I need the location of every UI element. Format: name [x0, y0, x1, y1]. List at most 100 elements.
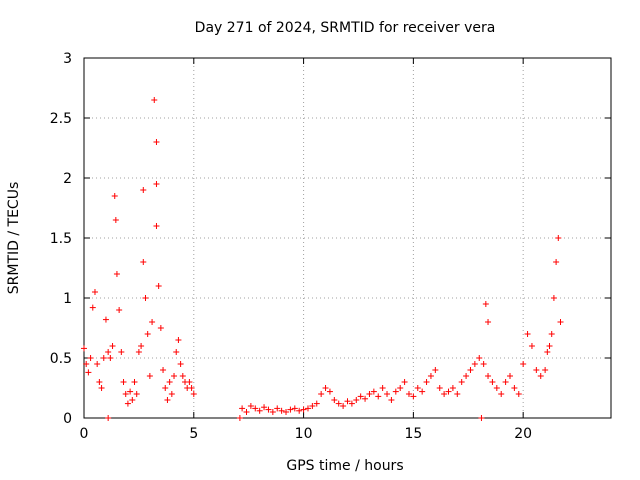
data-point [149, 319, 156, 325]
y-tick-label: 2 [63, 171, 72, 187]
data-point [542, 367, 549, 373]
data-point [98, 385, 105, 391]
x-tick-label: 10 [295, 426, 313, 442]
y-tick-label: 2.5 [50, 111, 72, 127]
data-point [318, 391, 325, 397]
data-point [445, 388, 452, 395]
x-tick-label: 5 [189, 426, 198, 442]
data-points [81, 97, 564, 421]
data-point [478, 415, 485, 421]
data-point [326, 388, 333, 395]
data-point [105, 349, 112, 355]
data-point [100, 355, 107, 361]
data-point [348, 400, 355, 407]
data-point [138, 343, 145, 349]
data-point [153, 181, 160, 187]
data-point [265, 406, 272, 413]
data-point [269, 409, 276, 415]
data-point [239, 405, 246, 412]
data-point [502, 379, 509, 385]
data-point [142, 295, 149, 301]
data-point [81, 345, 87, 352]
data-point [555, 235, 562, 241]
data-point [188, 385, 195, 391]
data-point [379, 385, 386, 391]
x-axis-label: GPS time / hours [286, 458, 403, 474]
data-point [118, 349, 125, 355]
data-point [151, 97, 158, 103]
data-point [553, 259, 560, 265]
y-tick-label: 0 [63, 411, 72, 427]
data-point [392, 388, 399, 395]
grid [84, 58, 611, 418]
data-point [236, 415, 243, 421]
data-point [331, 397, 338, 403]
data-point [157, 325, 164, 331]
data-point [515, 391, 522, 397]
data-point [190, 391, 197, 397]
data-point [449, 385, 456, 391]
data-point [96, 379, 103, 385]
data-point [83, 361, 90, 367]
data-point [384, 391, 391, 397]
data-point [91, 289, 98, 295]
data-point [113, 271, 120, 277]
chart-title: Day 271 of 2024, SRMTID for receiver ver… [195, 20, 496, 36]
data-point [423, 379, 430, 385]
data-point [87, 355, 94, 361]
data-point [366, 391, 373, 397]
data-point [353, 397, 360, 403]
data-point [397, 385, 404, 391]
data-point [436, 385, 443, 391]
data-point [344, 398, 351, 405]
data-point [153, 139, 160, 145]
data-point [261, 404, 268, 411]
data-point [102, 316, 109, 323]
data-point [179, 373, 186, 379]
data-point [476, 355, 483, 361]
data-point [243, 409, 250, 415]
data-point [322, 385, 329, 391]
data-point [458, 379, 465, 385]
data-point [370, 388, 377, 395]
data-point [528, 343, 535, 349]
data-point [287, 406, 294, 413]
data-point [432, 367, 439, 373]
data-point [127, 388, 134, 395]
data-point [548, 331, 555, 337]
data-point [335, 400, 342, 407]
data-point [482, 301, 489, 307]
data-point [454, 391, 461, 397]
data-point [94, 361, 101, 367]
data-point [489, 379, 496, 385]
data-point [300, 406, 307, 413]
data-point [105, 415, 112, 421]
data-point [506, 373, 513, 379]
data-point [485, 373, 492, 379]
data-point [309, 403, 316, 409]
data-point [160, 367, 167, 373]
data-point [116, 307, 123, 313]
data-point [109, 343, 116, 349]
data-point [124, 400, 131, 407]
data-point [480, 361, 487, 367]
y-tick-label: 3 [63, 51, 72, 67]
data-point [140, 259, 147, 265]
data-point [173, 349, 180, 355]
data-point [557, 319, 564, 325]
y-tick-label: 0.5 [50, 351, 72, 367]
plot-frame [83, 57, 612, 419]
data-point [131, 379, 138, 385]
data-point [166, 379, 173, 385]
data-point [164, 397, 171, 403]
data-point [388, 397, 395, 403]
y-axis-label: SRMTID / TECUs [6, 182, 22, 295]
x-tick-label: 15 [404, 426, 422, 442]
data-point [186, 379, 193, 385]
data-point [401, 379, 408, 385]
data-point [537, 373, 544, 379]
data-point [546, 343, 553, 349]
data-point [133, 391, 140, 397]
data-point [247, 403, 254, 409]
